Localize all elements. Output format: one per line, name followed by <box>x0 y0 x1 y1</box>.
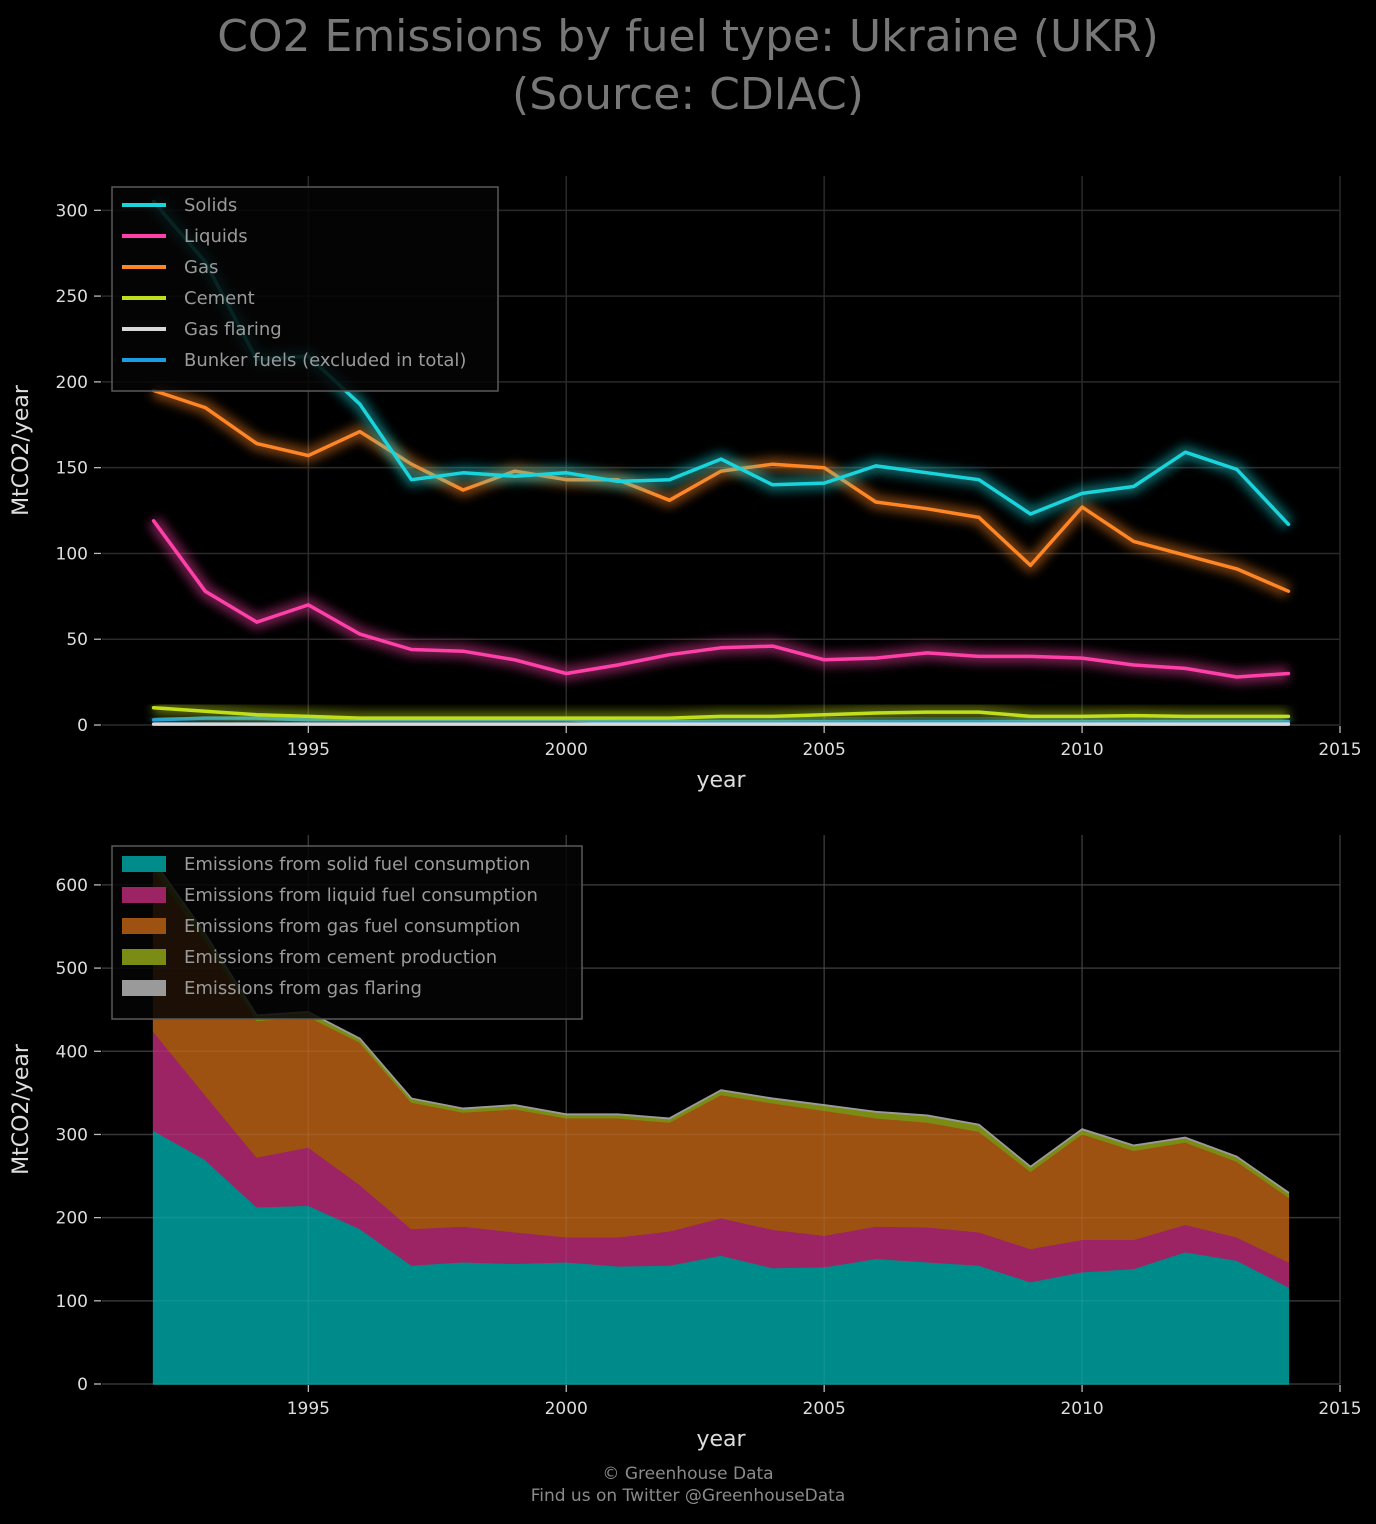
stacked-area-chart: 1995 2000 2005 2010 2015 0 100 200 300 400 500 600 y… <box>9 835 1362 1452</box>
axis-ticks: 1995 2000 2005 2010 2015 0 100 200 300 400 500 600 <box>56 876 1362 1419</box>
x-tick-label: 2005 <box>803 740 846 760</box>
y-axis-label: MtCO2/year <box>9 1043 34 1175</box>
legend-label-emissions-from-liquid-fuel-consumption: Emissions from liquid fuel consumption <box>184 885 538 906</box>
y-tick-label: 300 <box>56 201 88 221</box>
series-line-liquids <box>151 519 1291 679</box>
y-tick-label: 200 <box>56 373 88 393</box>
series-line-cement <box>151 706 1291 720</box>
y-tick-label: 250 <box>56 287 88 307</box>
x-tick-label: 2015 <box>1318 740 1361 760</box>
legend-swatch-emissions-from-cement-production <box>122 949 166 965</box>
legend-box <box>111 845 583 1020</box>
y-tick-label: 0 <box>77 716 88 736</box>
x-tick-label: 1995 <box>287 740 330 760</box>
y-axis-label: MtCO2/year <box>9 384 34 516</box>
axis-ticks: 1995 2000 2005 2010 2015 0 50 100 150 200 250 300 <box>56 201 1362 760</box>
line-chart: 1995 2000 2005 2010 2015 0 50 100 150 200 250 300 ye… <box>9 176 1362 793</box>
legend-label-cement: Cement <box>184 288 255 309</box>
legend-box <box>111 186 499 392</box>
grid-overlay <box>102 835 1341 1385</box>
y-tick-label: 500 <box>56 959 88 979</box>
x-tick-label: 2010 <box>1060 1399 1103 1419</box>
legend-label-solids: Solids <box>184 195 237 216</box>
legend-label-gas: Gas <box>184 257 218 278</box>
x-tick-label: 2005 <box>803 1399 846 1419</box>
x-tick-label: 2010 <box>1060 740 1103 760</box>
y-tick-label: 300 <box>56 1125 88 1145</box>
footer-credit: © Greenhouse Data <box>602 1464 774 1484</box>
series-line-gas <box>151 388 1291 593</box>
legend-swatch-emissions-from-gas-flaring <box>122 980 166 996</box>
y-tick-label: 100 <box>56 1292 88 1312</box>
series-areas <box>152 859 1290 1385</box>
legend-swatch-emissions-from-liquid-fuel-consumption <box>122 887 166 903</box>
y-tick-label: 150 <box>56 459 88 479</box>
x-tick-label: 2015 <box>1318 1399 1361 1419</box>
legend-label-bunker-fuels-excluded-in-total: Bunker fuels (excluded in total) <box>184 350 466 371</box>
x-tick-label: 2000 <box>545 740 588 760</box>
x-tick-label: 2000 <box>545 1399 588 1419</box>
x-axis-label: year <box>696 768 746 793</box>
series-glow-liquids <box>147 516 1289 684</box>
chart-subtitle: (Source: CDIAC) <box>512 69 864 120</box>
y-tick-label: 400 <box>56 1042 88 1062</box>
legend-label-emissions-from-cement-production: Emissions from cement production <box>184 947 497 968</box>
legend-label-liquids: Liquids <box>184 226 248 247</box>
x-tick-label: 1995 <box>287 1399 330 1419</box>
y-tick-label: 50 <box>66 630 88 650</box>
legend-label-emissions-from-gas-flaring: Emissions from gas flaring <box>184 978 422 999</box>
legend-label-emissions-from-solid-fuel-consumption: Emissions from solid fuel consumption <box>184 854 530 875</box>
y-tick-label: 600 <box>56 876 88 896</box>
legend-swatch-emissions-from-solid-fuel-consumption <box>122 856 166 872</box>
footer-twitter: Find us on Twitter @GreenhouseData <box>530 1486 846 1506</box>
legend: Solids Liquids Gas Cement Gas flaring Bunker … <box>111 186 499 392</box>
y-tick-label: 200 <box>56 1209 88 1229</box>
x-axis-label: year <box>696 1427 746 1452</box>
legend-label-gas-flaring: Gas flaring <box>184 319 282 340</box>
legend: Emissions from solid fuel consumption Emi… <box>111 845 583 1020</box>
legend-swatch-emissions-from-gas-fuel-consumption <box>122 918 166 934</box>
y-tick-label: 0 <box>77 1375 88 1395</box>
chart-title: CO2 Emissions by fuel type: Ukraine (UKR… <box>217 11 1159 62</box>
series-lines <box>147 197 1294 732</box>
y-tick-label: 100 <box>56 544 88 564</box>
legend-label-emissions-from-gas-fuel-consumption: Emissions from gas fuel consumption <box>184 916 520 937</box>
area-emissions-from-gas-flaring <box>152 859 1290 1194</box>
